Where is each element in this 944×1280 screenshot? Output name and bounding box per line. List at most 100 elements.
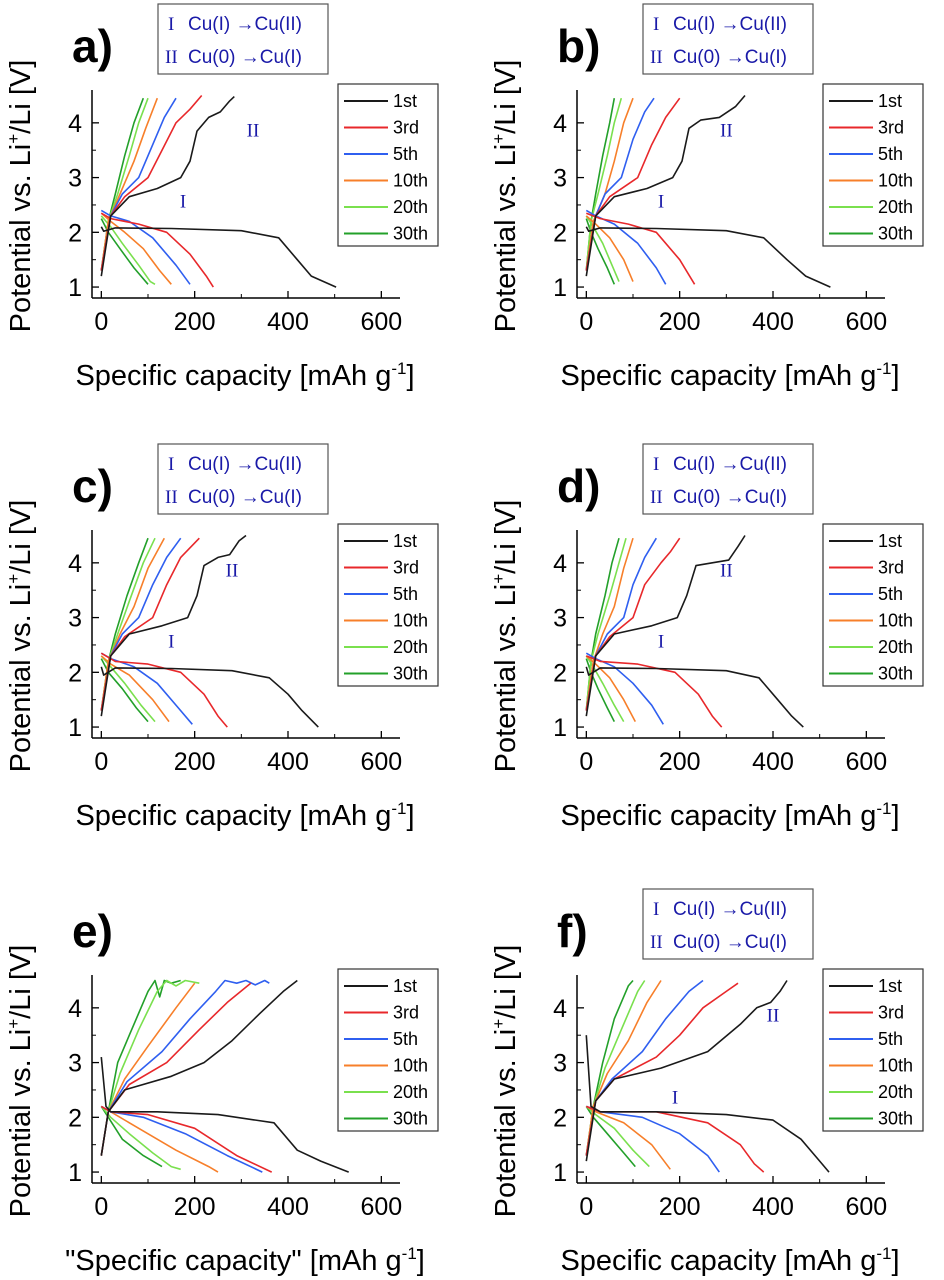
x-axis-title: Specific capacity [mAh g-1] [560,1244,899,1277]
y-tick-label: 4 [68,995,82,1023]
panel-letter: f) [557,905,588,957]
panel-letter: e) [72,905,113,957]
annotation-line-1: Cu(I) →Cu(II) [188,454,302,475]
chart-panel-6: f) I Cu(I) →Cu(II) II Cu(0) →Cu(I) 1 2 3 4 0 200 40… [489,888,924,1277]
curve-1st-charge [100,534,247,717]
legend-label-1st: 1st [878,531,902,551]
legend-label-3rd: 3rd [393,118,419,138]
annotation-line-2: Cu(0) →Cu(I) [188,47,302,68]
y-tick-label: 1 [68,1159,82,1187]
y-tick-label: 2 [553,659,567,687]
legend-label-10th: 10th [878,171,913,191]
curve-5th-charge [100,979,270,1156]
y-axis-title: Potential vs. Li+/Li [V] [489,500,522,773]
x-tick-label: 600 [360,748,402,776]
plot-label-I: I [658,632,664,653]
chart-panel-4: d) I Cu(I) →Cu(II) II Cu(0) →Cu(I) 1 2 3 4 0 200 40… [489,443,924,832]
curve-30th-discharge [100,658,149,723]
legend-label-3rd: 3rd [878,558,904,578]
curve-3rd-discharge [586,212,696,285]
legend-label-20th: 20th [393,1082,428,1102]
x-tick-label: 600 [360,1193,402,1221]
panel-letter: a) [72,20,113,72]
curve-1st-discharge [100,666,319,728]
x-tick-label: 400 [752,1193,794,1221]
annotation-line-2: Cu(0) →Cu(I) [188,487,302,508]
y-tick-label: 2 [68,1104,82,1132]
annotation-roman-1: I [168,14,174,35]
legend-label-3rd: 3rd [393,558,419,578]
legend-box [337,83,439,247]
x-tick-label: 600 [360,308,402,336]
chart-panel-5: e) 1 2 3 4 0 200 400 600 Potential vs. Li+/Li [V]… [4,905,439,1277]
y-tick-label: 1 [553,274,567,302]
curve-30th-discharge [585,1105,636,1168]
legend-box [337,523,439,687]
legend-label-3rd: 3rd [393,1003,419,1023]
plot-label-I: I [658,192,664,213]
curve-10th-charge [100,97,159,271]
curve-5th-discharge [585,209,667,285]
curve-1st-discharge [585,226,831,288]
x-tick-label: 400 [752,748,794,776]
legend-label-30th: 30th [878,224,913,244]
y-tick-label: 1 [68,274,82,302]
x-axis-title: "Specific capacity" [mAh g-1] [65,1244,425,1277]
x-tick-label: 400 [267,748,309,776]
plot-label-I: I [672,1088,678,1109]
y-axis-title: Potential vs. Li+/Li [V] [4,500,37,773]
plot-label-II: II [247,121,260,142]
curve-30th-discharge [100,1105,163,1168]
x-tick-label: 200 [659,1193,701,1221]
annotation-line-2: Cu(0) →Cu(I) [673,932,787,953]
legend-label-10th: 10th [393,611,428,631]
curve-3rd-discharge [100,1105,273,1173]
curve-20th-discharge [100,1105,181,1171]
legend-label-3rd: 3rd [878,118,904,138]
annotation-line-1: Cu(I) →Cu(II) [673,899,787,920]
y-tick-label: 1 [553,714,567,742]
annotation-box [642,888,814,960]
curve-1st-charge [100,979,298,1156]
curve-3rd-discharge [586,655,723,728]
x-tick-label: 200 [174,1193,216,1221]
y-tick-label: 3 [68,165,82,193]
curve-3rd-discharge [100,212,214,288]
y-axis-title: Potential vs. Li+/Li [V] [489,60,522,333]
panel-letter: d) [557,460,600,512]
legend-label-10th: 10th [878,611,913,631]
legend-label-5th: 5th [393,144,418,164]
curve-30th-discharge [585,658,616,722]
annotation-roman-2: II [650,487,663,508]
annotation-roman-2: II [650,47,663,68]
y-tick-label: 1 [68,714,82,742]
y-tick-label: 3 [553,165,567,193]
legend-label-1st: 1st [393,91,417,111]
curve-30th-discharge [585,218,616,285]
x-tick-label: 600 [845,748,887,776]
y-tick-label: 3 [68,1050,82,1078]
annotation-roman-1: I [653,899,659,920]
y-tick-label: 3 [553,1050,567,1078]
curve-1st-discharge [100,226,337,288]
x-axis-title: Specific capacity [mAh g-1] [75,359,414,392]
curve-1st-discharge [100,1057,349,1173]
y-axis-title: Potential vs. Li+/Li [V] [489,945,522,1218]
legend-label-30th: 30th [393,664,428,684]
x-tick-label: 200 [659,308,701,336]
annotation-box [642,443,814,515]
legend-box [337,968,439,1132]
curve-10th-charge [585,537,634,711]
legend-label-20th: 20th [393,637,428,657]
curve-5th-discharge [100,1105,263,1173]
x-tick-label: 400 [752,308,794,336]
legend-label-20th: 20th [878,1082,913,1102]
annotation-roman-2: II [650,932,663,953]
legend-label-1st: 1st [393,976,417,996]
y-tick-label: 2 [553,1104,567,1132]
curve-30th-discharge [100,218,149,285]
annotation-roman-1: I [653,454,659,475]
y-tick-label: 2 [68,659,82,687]
y-tick-label: 3 [553,605,567,633]
annotation-line-1: Cu(I) →Cu(II) [673,14,787,35]
